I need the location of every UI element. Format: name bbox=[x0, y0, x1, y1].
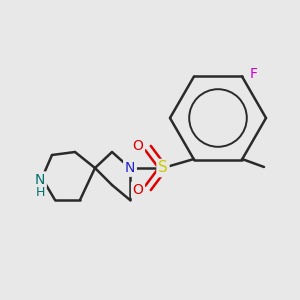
Text: F: F bbox=[250, 67, 258, 81]
Text: O: O bbox=[133, 139, 143, 153]
Text: N: N bbox=[35, 173, 45, 187]
Text: O: O bbox=[133, 183, 143, 197]
Text: N: N bbox=[125, 161, 135, 175]
Text: H: H bbox=[35, 185, 45, 199]
Text: N: N bbox=[125, 161, 135, 175]
Text: S: S bbox=[158, 160, 168, 175]
